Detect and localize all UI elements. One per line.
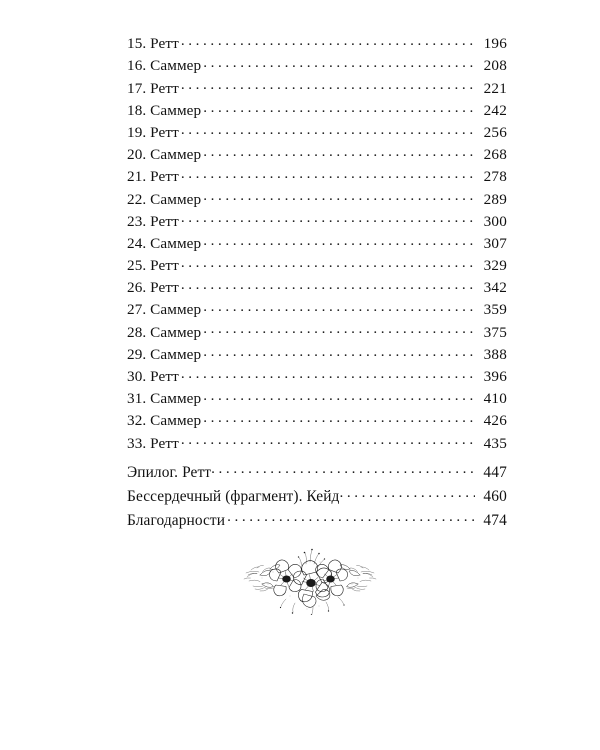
toc-entry-title: 31. Саммер	[127, 390, 202, 408]
toc-entry[interactable]: 33. Ретт 435	[127, 432, 507, 454]
toc-entry-page-number: 447	[483, 463, 507, 481]
toc-entry[interactable]: Эпилог. Ретт 447	[127, 461, 507, 485]
toc-entry-page-number: 474	[483, 511, 507, 529]
toc-entry[interactable]: 32. Саммер 426	[127, 410, 507, 432]
floral-ornament	[240, 540, 380, 615]
toc-entry-title: Эпилог. Ретт	[127, 463, 212, 481]
table-of-contents: 15. Ретт 196 16. Саммер 208 17. Ретт 221 18. С…	[127, 33, 507, 533]
toc-entry[interactable]: 26. Ретт 342	[127, 277, 507, 299]
toc-dot-leader	[181, 432, 475, 447]
toc-entry[interactable]: Благодарности 474	[127, 509, 507, 533]
floral-ornament-drawing	[243, 548, 377, 615]
toc-dot-leader	[203, 388, 475, 403]
toc-entry-title: 18. Саммер	[127, 101, 202, 119]
toc-entry-title: 32. Саммер	[127, 412, 202, 430]
toc-dot-leader	[227, 509, 475, 524]
toc-entry[interactable]: 29. Саммер 388	[127, 344, 507, 366]
toc-entry-page-number: 307	[483, 234, 507, 252]
toc-entry-page-number: 388	[483, 345, 507, 363]
toc-dot-leader	[203, 144, 475, 159]
toc-dot-leader	[203, 344, 475, 359]
toc-entry-title: 22. Саммер	[127, 190, 202, 208]
toc-entry[interactable]: 22. Саммер 289	[127, 188, 507, 210]
toc-entry-title: 20. Саммер	[127, 146, 202, 164]
toc-dot-leader	[211, 461, 475, 476]
toc-entry-page-number: 342	[483, 279, 507, 297]
toc-dot-leader	[181, 211, 475, 226]
toc-entry-title: 33. Ретт	[127, 434, 179, 452]
toc-dot-leader	[203, 188, 475, 203]
toc-entry-title: 17. Ретт	[127, 79, 179, 97]
toc-entry[interactable]: 18. Саммер 242	[127, 100, 507, 122]
toc-dot-leader	[203, 321, 475, 336]
toc-entry[interactable]: 19. Ретт 256	[127, 122, 507, 144]
toc-dot-leader	[181, 255, 475, 270]
toc-entry-page-number: 196	[483, 35, 507, 53]
toc-dot-leader	[203, 410, 475, 425]
toc-entry-title: 28. Саммер	[127, 323, 202, 341]
toc-entry[interactable]: Бессердечный (фрагмент). Кейд 460	[127, 485, 507, 509]
toc-dot-leader	[203, 100, 475, 115]
toc-entry-title: Благодарности	[127, 511, 226, 529]
toc-entry[interactable]: 24. Саммер 307	[127, 233, 507, 255]
toc-entry-title: 16. Саммер	[127, 57, 202, 75]
toc-dot-leader	[181, 366, 475, 381]
toc-entry-title: 26. Ретт	[127, 279, 179, 297]
toc-entry-title: 24. Саммер	[127, 234, 202, 252]
toc-entry-title: Бессердечный (фрагмент). Кейд	[127, 487, 340, 505]
toc-dot-leader	[203, 233, 475, 248]
toc-dot-leader	[181, 166, 475, 181]
toc-entry-page-number: 221	[483, 79, 507, 97]
toc-entry-page-number: 359	[483, 301, 507, 319]
toc-entry-title: 23. Ретт	[127, 212, 179, 230]
toc-entry-page-number: 208	[483, 57, 507, 75]
toc-entry-page-number: 329	[483, 257, 507, 275]
toc-dot-leader	[203, 55, 475, 70]
toc-entry-title: 30. Ретт	[127, 368, 179, 385]
toc-entry-title: 21. Ретт	[127, 168, 179, 186]
toc-dot-leader	[181, 122, 475, 137]
toc-entry[interactable]: 28. Саммер 375	[127, 321, 507, 343]
toc-entry-page-number: 396	[483, 368, 507, 385]
toc-entry[interactable]: 17. Ретт 221	[127, 77, 507, 99]
toc-entry-title: 29. Саммер	[127, 345, 202, 363]
toc-dot-leader	[181, 277, 475, 292]
toc-entry-page-number: 426	[483, 412, 507, 430]
toc-entry-page-number: 460	[483, 487, 507, 505]
toc-entry-page-number: 268	[483, 146, 507, 164]
toc-dot-leader	[339, 485, 475, 500]
toc-entry-page-number: 410	[483, 390, 507, 408]
toc-entry-page-number: 289	[483, 190, 507, 208]
toc-entry-page-number: 435	[483, 434, 507, 452]
toc-entry[interactable]: 30. Ретт 396	[127, 366, 507, 388]
toc-entry[interactable]: 23. Ретт 300	[127, 211, 507, 233]
toc-entry-title: 15. Ретт	[127, 35, 179, 53]
toc-entry[interactable]: 16. Саммер 208	[127, 55, 507, 77]
toc-dot-leader	[181, 77, 475, 92]
toc-entry[interactable]: 15. Ретт 196	[127, 33, 507, 55]
toc-entry[interactable]: 21. Ретт 278	[127, 166, 507, 188]
toc-entry-title: 25. Ретт	[127, 257, 179, 275]
toc-entry-page-number: 242	[483, 101, 507, 119]
toc-entry[interactable]: 31. Саммер 410	[127, 388, 507, 410]
toc-entry-title: 27. Саммер	[127, 301, 202, 319]
toc-back-matter-entries: Эпилог. Ретт 447 Бессердечный (фрагмент). …	[127, 461, 507, 533]
toc-entry-page-number: 278	[483, 168, 507, 186]
toc-entry-title: 19. Ретт	[127, 123, 179, 141]
toc-entry[interactable]: 25. Ретт 329	[127, 255, 507, 277]
toc-dot-leader	[181, 33, 475, 48]
toc-dot-leader	[203, 299, 475, 314]
toc-entry-page-number: 256	[483, 123, 507, 141]
toc-entry-page-number: 300	[483, 212, 507, 230]
toc-entry[interactable]: 27. Саммер 359	[127, 299, 507, 321]
toc-numbered-entries: 15. Ретт 196 16. Саммер 208 17. Ретт 221 18. С…	[127, 33, 507, 455]
toc-entry[interactable]: 20. Саммер 268	[127, 144, 507, 166]
toc-entry-page-number: 375	[483, 323, 507, 341]
